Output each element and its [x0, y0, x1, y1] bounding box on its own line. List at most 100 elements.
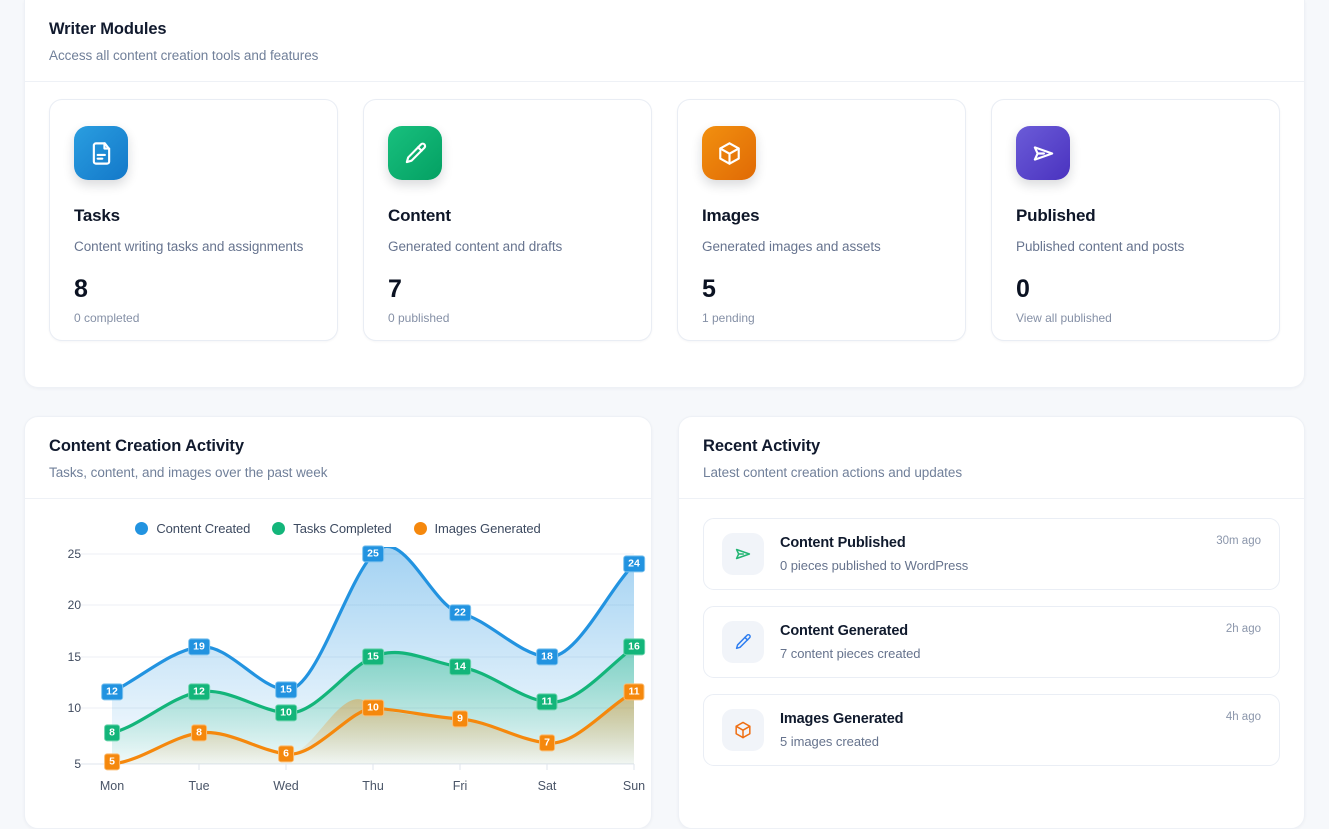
data-label: 8	[191, 724, 207, 742]
module-description: Published content and posts	[1016, 239, 1185, 254]
legend-dot-icon	[135, 522, 149, 535]
data-label: 18	[536, 648, 558, 666]
y-tick-label: 15	[67, 650, 81, 664]
send-icon	[1016, 126, 1070, 180]
activity-list: Content Published 0 pieces published to …	[679, 499, 1304, 766]
module-name: Content	[388, 206, 451, 225]
data-label: 10	[275, 704, 297, 722]
chart-subtitle: Tasks, content, and images over the past…	[49, 465, 328, 480]
activity-header: Recent Activity Latest content creation …	[679, 417, 1304, 499]
data-label: 8	[104, 724, 120, 742]
writer-modules-section: Writer Modules Access all content creati…	[24, 0, 1305, 388]
module-description: Generated images and assets	[702, 239, 881, 254]
page-subtitle: Access all content creation tools and fe…	[49, 48, 319, 63]
activity-text: Content Generated 7 content pieces creat…	[780, 623, 1210, 661]
legend-dot-icon	[272, 522, 286, 535]
data-label: 9	[452, 710, 468, 728]
activity-item-description: 7 content pieces created	[780, 646, 921, 661]
chart-x-axis-labels: Mon Tue Wed Thu Fri Sat Sun	[25, 779, 651, 801]
dashboard-bottom-row: Content Creation Activity Tasks, content…	[24, 416, 1305, 829]
legend-item-tasks-completed[interactable]: Tasks Completed	[272, 521, 392, 536]
module-card-images[interactable]: Images Generated images and assets 5 1 p…	[677, 99, 966, 341]
data-label: 12	[188, 683, 210, 701]
module-meta: 0 completed	[74, 311, 140, 325]
module-card-grid: Tasks Content writing tasks and assignme…	[25, 82, 1304, 365]
x-tick-label: Sun	[622, 779, 646, 793]
list-item[interactable]: Content Generated 7 content pieces creat…	[703, 606, 1280, 678]
activity-item-timestamp: 4h ago	[1225, 711, 1261, 723]
module-card-published[interactable]: Published Published content and posts 0 …	[991, 99, 1280, 341]
data-label: 22	[449, 604, 471, 622]
module-meta: 1 pending	[702, 311, 755, 325]
activity-item-title: Images Generated	[780, 711, 904, 727]
legend-dot-icon	[413, 522, 427, 535]
module-card-tasks[interactable]: Tasks Content writing tasks and assignme…	[49, 99, 338, 341]
activity-title: Recent Activity	[703, 437, 821, 455]
chart-x-ticks	[111, 764, 635, 770]
page-title: Writer Modules	[49, 20, 167, 38]
chart-title: Content Creation Activity	[49, 437, 244, 455]
module-meta: View all published	[1016, 311, 1112, 325]
document-icon	[74, 126, 128, 180]
activity-item-timestamp: 30m ago	[1216, 535, 1261, 547]
chart-svg	[81, 547, 636, 770]
data-label: 14	[449, 658, 471, 676]
data-label: 10	[362, 699, 384, 717]
module-card-content[interactable]: Content Generated content and drafts 7 0…	[363, 99, 652, 341]
data-label: 15	[275, 681, 297, 699]
send-icon	[722, 533, 764, 575]
legend-label: Content Created	[156, 521, 251, 536]
pencil-icon	[722, 621, 764, 663]
data-label: 6	[278, 745, 294, 763]
chart-body: Content Created Tasks Completed Images G…	[25, 499, 651, 815]
x-tick-label: Fri	[452, 779, 468, 793]
x-tick-label: Thu	[362, 779, 384, 793]
pencil-icon	[388, 126, 442, 180]
activity-item-description: 5 images created	[780, 734, 879, 749]
module-name: Published	[1016, 206, 1096, 225]
cube-icon	[702, 126, 756, 180]
module-value: 7	[388, 275, 402, 303]
data-label: 15	[362, 648, 384, 666]
legend-item-images-generated[interactable]: Images Generated	[413, 521, 541, 536]
content-creation-activity-card: Content Creation Activity Tasks, content…	[24, 416, 652, 829]
data-label: 11	[536, 693, 558, 711]
module-description: Generated content and drafts	[388, 239, 563, 254]
data-label: 5	[104, 753, 120, 771]
module-name: Tasks	[74, 206, 120, 225]
data-label: 16	[623, 638, 645, 656]
recent-activity-card: Recent Activity Latest content creation …	[678, 416, 1305, 829]
data-label: 11	[623, 683, 645, 701]
module-value: 8	[74, 275, 88, 303]
activity-item-description: 0 pieces published to WordPress	[780, 558, 969, 573]
legend-item-content-created[interactable]: Content Created	[135, 521, 250, 536]
data-label: 12	[101, 683, 123, 701]
y-tick-label: 20	[67, 598, 81, 612]
legend-label: Tasks Completed	[293, 521, 392, 536]
x-tick-label: Tue	[188, 779, 210, 793]
module-description: Content writing tasks and assignments	[74, 239, 304, 254]
list-item[interactable]: Images Generated 5 images created 4h ago	[703, 694, 1280, 766]
cube-icon	[722, 709, 764, 751]
y-tick-label: 5	[74, 757, 81, 771]
writer-modules-header: Writer Modules Access all content creati…	[25, 0, 1304, 82]
activity-text: Images Generated 5 images created	[780, 711, 1210, 749]
list-item[interactable]: Content Published 0 pieces published to …	[703, 518, 1280, 590]
activity-text: Content Published 0 pieces published to …	[780, 535, 1200, 573]
data-label: 19	[188, 638, 210, 656]
activity-item-title: Content Published	[780, 535, 906, 551]
activity-item-timestamp: 2h ago	[1225, 623, 1261, 635]
data-label: 7	[539, 734, 555, 752]
data-label: 24	[623, 555, 645, 573]
module-meta: 0 published	[388, 311, 450, 325]
chart-plot-area: 25 20 15 10 5 12 19 15 25 22 18 24 8	[25, 545, 651, 815]
module-name: Images	[702, 206, 760, 225]
x-tick-label: Wed	[273, 779, 299, 793]
chart-header: Content Creation Activity Tasks, content…	[25, 417, 651, 499]
chart-legend: Content Created Tasks Completed Images G…	[25, 499, 651, 536]
series-area-images-generated	[112, 692, 634, 764]
activity-subtitle: Latest content creation actions and upda…	[703, 465, 963, 480]
legend-label: Images Generated	[434, 521, 541, 536]
data-label: 25	[362, 545, 384, 563]
